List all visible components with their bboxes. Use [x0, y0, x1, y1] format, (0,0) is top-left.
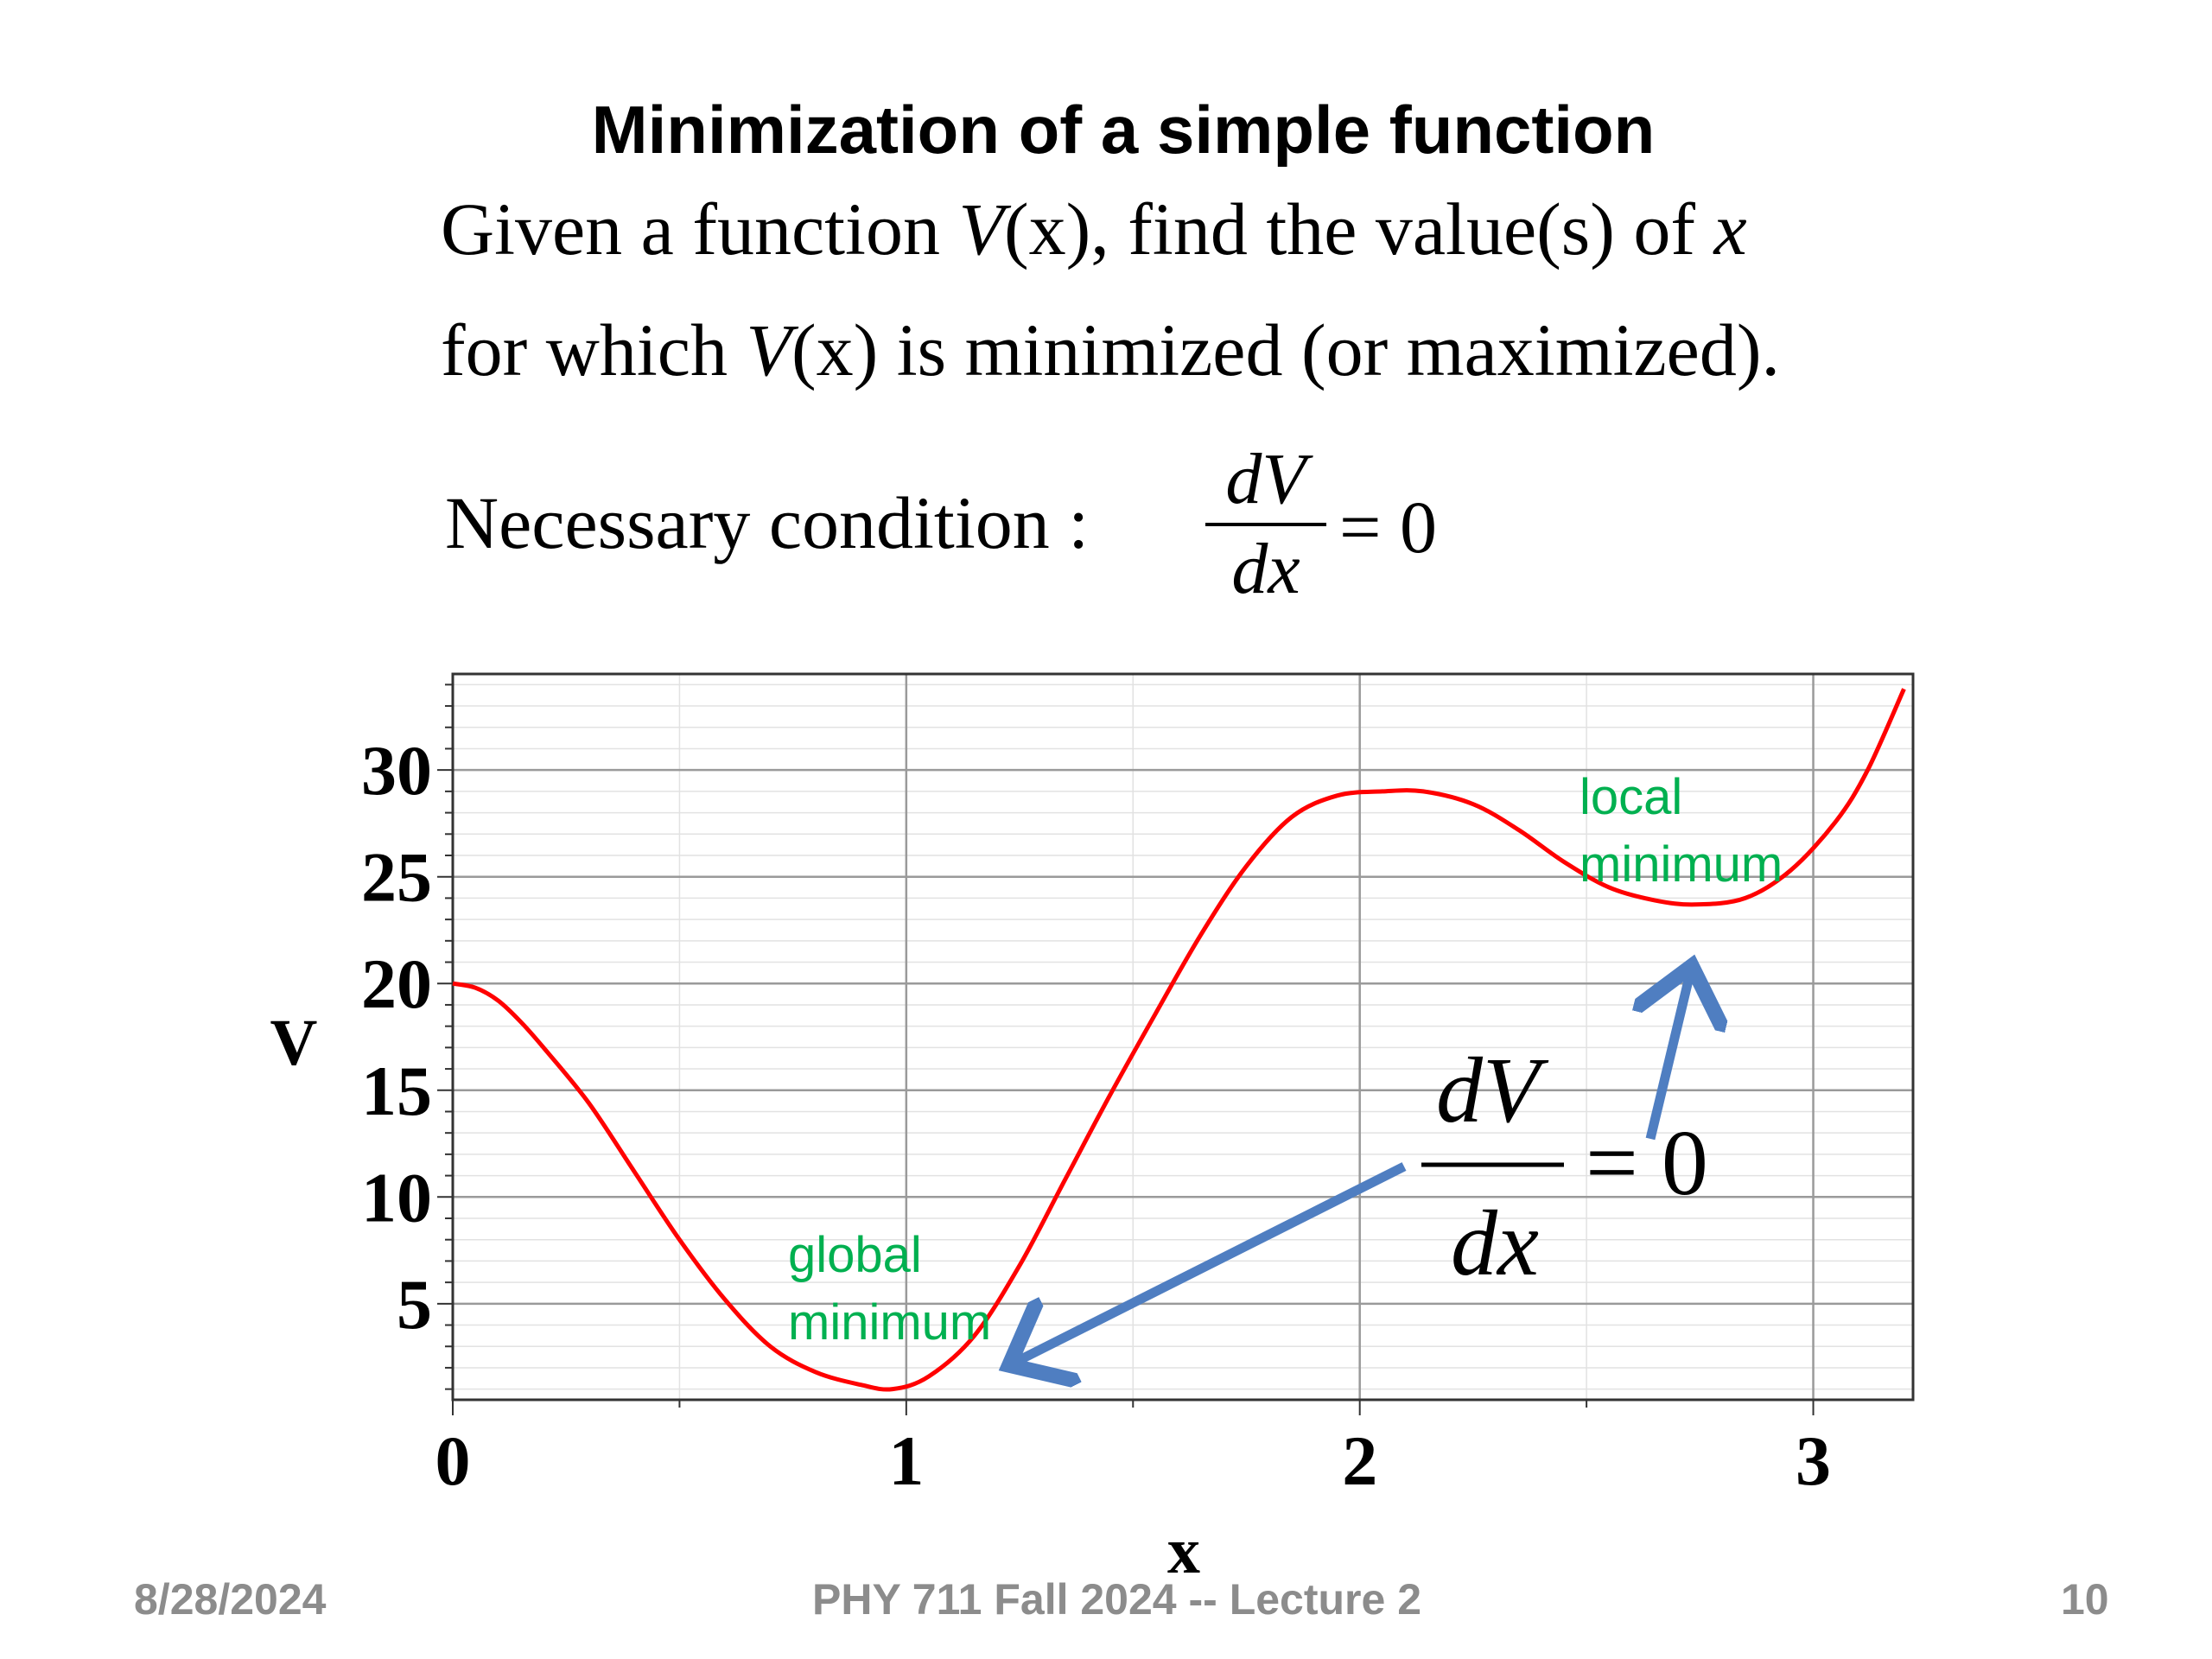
y-tick-label: 20: [361, 944, 432, 1023]
intro-text: is minimized (or maximized).: [878, 308, 1780, 391]
local-minimum-label: local: [1580, 769, 1682, 825]
condition-equals-zero: = 0: [1339, 486, 1438, 569]
intro-text: for which: [441, 308, 747, 391]
derivative-denominator: dx: [1231, 529, 1300, 609]
footer-page-number: 10: [2061, 1575, 2109, 1624]
derivative-numerator: dV: [1225, 439, 1306, 519]
callout-equals-zero: = 0: [1586, 1112, 1708, 1215]
intro-text: , find the value(s) of: [1090, 188, 1714, 270]
callout-denominator: dx: [1451, 1192, 1539, 1295]
math-V: V: [958, 188, 1004, 270]
condition-label: Necessary condition :: [445, 481, 1090, 564]
y-tick-label: 25: [361, 838, 432, 917]
y-axis-label: V: [270, 1007, 318, 1079]
x-tick-label: 0: [435, 1421, 471, 1500]
math-V: V: [746, 308, 791, 391]
fraction-bar: [1205, 523, 1326, 526]
intro-line-1: Given a function V(x), find the value(s)…: [441, 186, 1747, 272]
potential-curve: [452, 688, 1906, 1392]
footer-date: 8/28/2024: [134, 1575, 327, 1624]
intro-text: Given a function: [441, 188, 959, 270]
slide-title: Minimization of a simple function: [591, 92, 1656, 168]
arrow-to-global-minimum: [1009, 1162, 1407, 1365]
math-x: x: [1713, 188, 1747, 270]
x-tick-label: 2: [1342, 1421, 1377, 1500]
y-tick-label: 30: [361, 731, 432, 810]
footer-course: PHY 711 Fall 2024 -- Lecture 2: [812, 1575, 1422, 1624]
condition-derivative: dV dx: [1205, 436, 1326, 613]
y-tick-label: 15: [361, 1052, 432, 1130]
global-minimum-label: global: [788, 1227, 922, 1283]
arrow-to-local-minimum: [1650, 966, 1692, 1141]
x-tick-label: 1: [888, 1421, 924, 1500]
y-tick-label: 10: [361, 1158, 432, 1236]
callout-numerator: dV: [1436, 1039, 1549, 1142]
x-axis-label: x: [1167, 1515, 1200, 1587]
local-minimum-label: minimum: [1580, 836, 1783, 893]
intro-line-2: for which V(x) is minimized (or maximize…: [441, 307, 1780, 393]
global-minimum-label: minimum: [788, 1294, 991, 1351]
math-arg: (x): [1004, 188, 1091, 270]
math-arg: (x): [791, 308, 879, 391]
x-tick-label: 3: [1796, 1421, 1831, 1500]
y-tick-label: 5: [397, 1265, 432, 1344]
plot-frame: [451, 672, 1915, 1402]
